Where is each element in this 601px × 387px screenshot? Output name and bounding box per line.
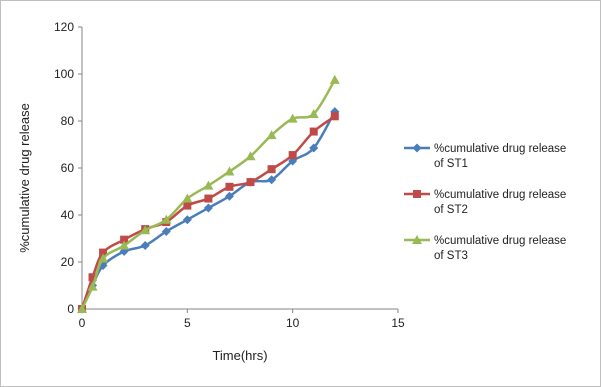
axes: 0 20 40 60 80 100 120 0 5 10 15 Time(hrs) %cumulativ… xyxy=(17,20,405,363)
x-axis-title: Time(hrs) xyxy=(212,348,267,363)
y-tick-label: 40 xyxy=(61,208,75,222)
y-tick-label: 60 xyxy=(61,161,75,175)
data-point-st1 xyxy=(224,191,234,201)
data-point-st1 xyxy=(267,175,277,185)
data-point-st3 xyxy=(119,240,130,250)
x-tick-label: 0 xyxy=(79,316,86,330)
y-tick-label: 20 xyxy=(61,255,75,269)
data-point-st3 xyxy=(161,214,172,224)
data-point-st2 xyxy=(225,182,234,191)
data-point-st2 xyxy=(88,273,97,282)
data-point-st2 xyxy=(309,127,318,136)
data-point-st3 xyxy=(182,193,193,203)
data-point-st3 xyxy=(140,225,151,235)
legend-label-line2: of ST2 xyxy=(434,204,468,216)
legend-label-line1: %cumulative drug release xyxy=(434,189,566,201)
legend-marker-st3 xyxy=(412,235,422,244)
data-point-st2 xyxy=(267,165,276,174)
data-point-st3 xyxy=(308,108,319,118)
data-point-st3 xyxy=(77,304,87,313)
data-point-st1 xyxy=(161,226,171,236)
y-tick-label: 0 xyxy=(67,302,74,316)
y-tick-label: 120 xyxy=(54,20,74,34)
series-st2 xyxy=(78,112,339,313)
y-axis-title: %cumulative drug release xyxy=(17,103,32,253)
x-tick-label: 10 xyxy=(286,316,300,330)
data-point-st3 xyxy=(287,113,298,123)
series-st3 xyxy=(77,74,340,313)
data-point-st3 xyxy=(329,74,340,84)
data-point-st3 xyxy=(224,166,235,176)
data-point-st3 xyxy=(87,281,98,291)
x-tick-label: 5 xyxy=(184,316,191,330)
data-point-st3 xyxy=(98,253,109,263)
legend: %cumulative drug release of ST1 %cumulativ… xyxy=(404,143,566,262)
series-st1 xyxy=(77,107,340,314)
x-tick-label: 15 xyxy=(391,316,405,330)
legend-marker-st2 xyxy=(413,190,421,198)
data-point-st1 xyxy=(203,203,213,213)
legend-label-line1: %cumulative drug release xyxy=(434,235,566,247)
legend-label-line2: of ST3 xyxy=(434,250,468,262)
y-tick-label: 100 xyxy=(54,67,74,81)
data-point-st3 xyxy=(266,130,277,140)
series-group xyxy=(77,74,340,314)
series-line-st2 xyxy=(80,115,336,310)
legend-label-line1: %cumulative drug release xyxy=(434,143,566,155)
data-point-st2 xyxy=(330,112,339,121)
legend-marker-st1 xyxy=(412,143,422,153)
data-point-st2 xyxy=(183,201,192,210)
legend-label-line2: of ST1 xyxy=(434,158,468,170)
y-tick-label: 80 xyxy=(61,114,75,128)
data-point-st2 xyxy=(204,194,213,203)
series-line-st3 xyxy=(80,79,336,310)
data-point-st1 xyxy=(182,215,192,225)
data-point-st3 xyxy=(245,151,256,161)
data-point-st2 xyxy=(120,235,129,244)
data-point-st3 xyxy=(203,180,214,190)
data-point-st1 xyxy=(309,143,319,153)
data-point-st2 xyxy=(99,248,108,257)
data-point-st2 xyxy=(288,151,297,160)
data-point-st1 xyxy=(140,241,150,251)
data-point-st2 xyxy=(246,178,255,187)
